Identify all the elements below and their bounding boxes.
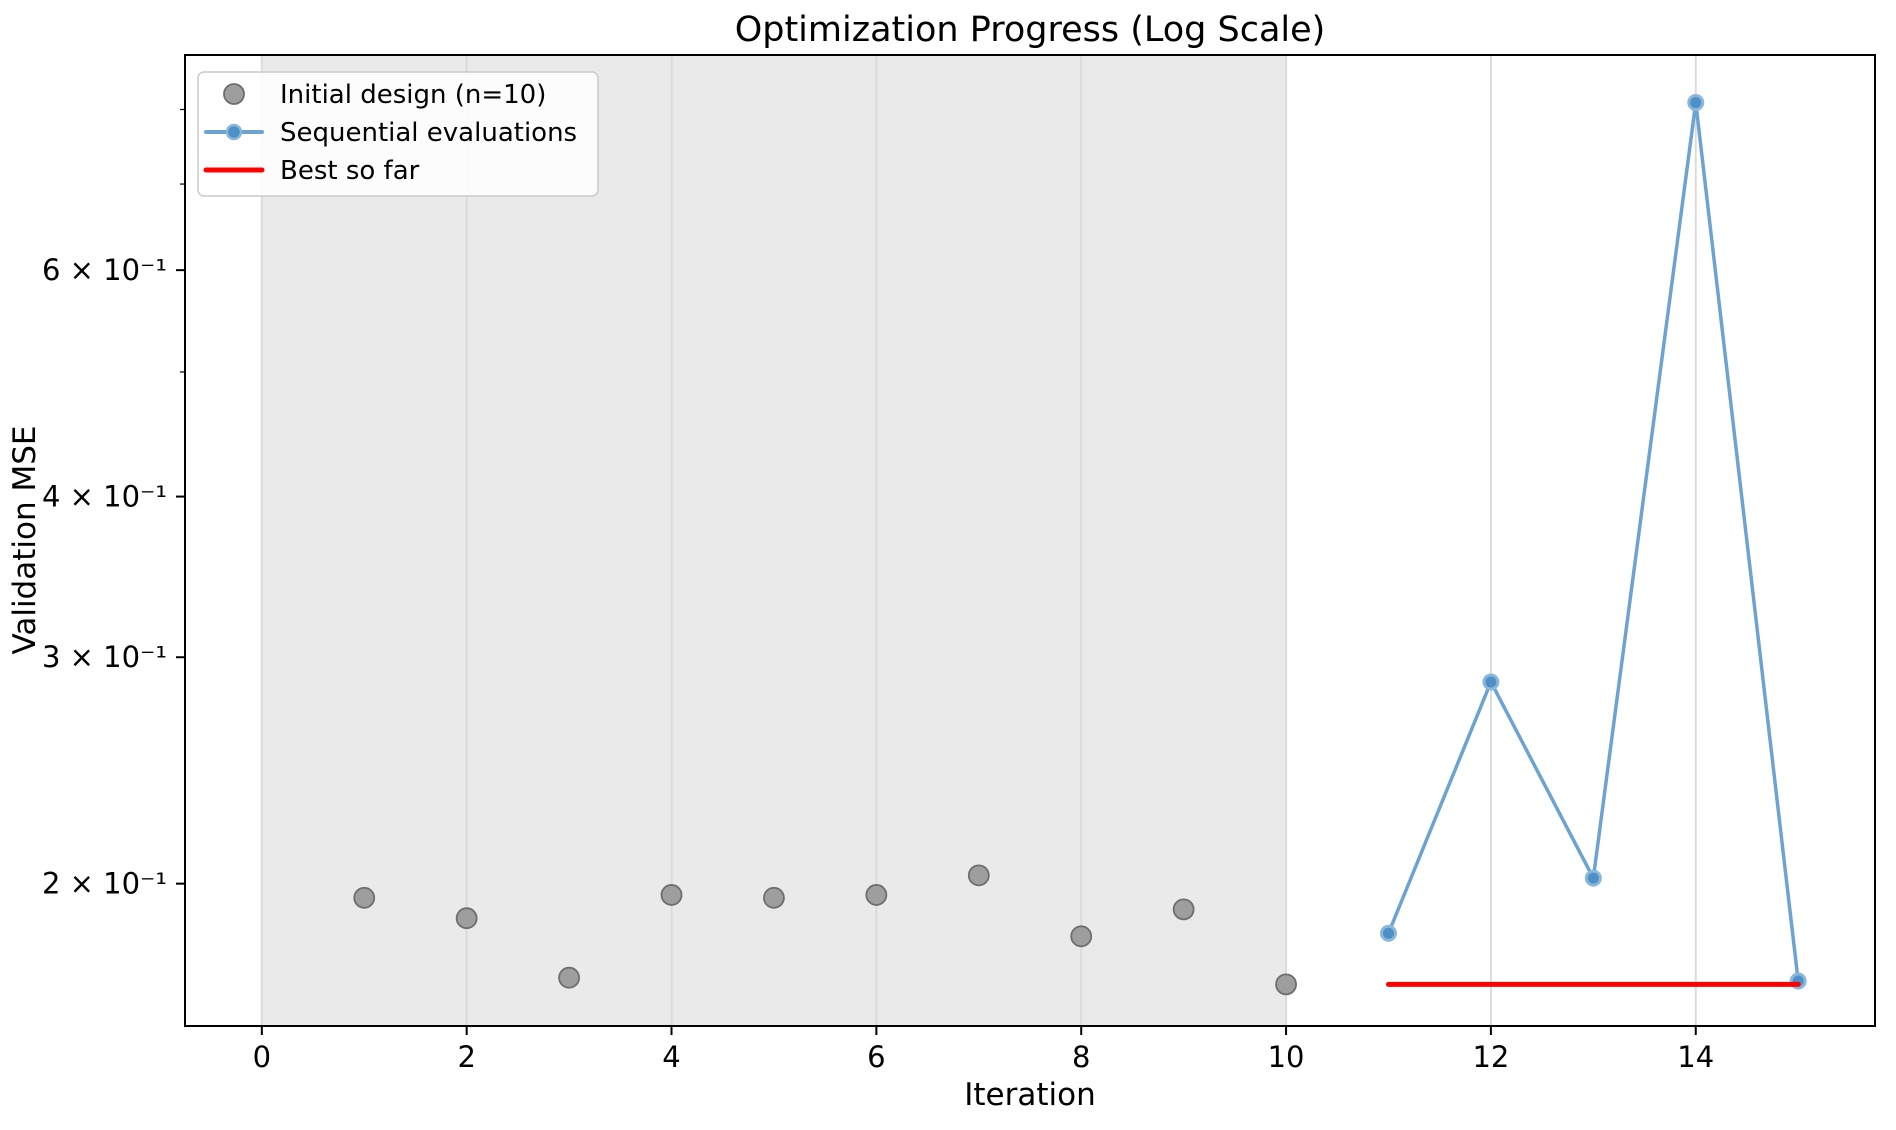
initial-design-point [865, 884, 888, 906]
x-tick-label: 2 [457, 1040, 475, 1074]
sequential-evaluation-point [1687, 94, 1705, 112]
legend-label: Initial design (n=10) [280, 80, 546, 110]
y-tick-label: 3 × 10⁻¹ [42, 640, 167, 674]
sequential-evaluations-line [1386, 102, 1800, 983]
y-tick-label: 4 × 10⁻¹ [42, 480, 167, 514]
y-tick-label: 6 × 10⁻¹ [42, 253, 167, 287]
legend-line-marker [225, 123, 243, 141]
y-axis-label: Validation MSE [7, 426, 43, 655]
x-tick-label: 8 [1072, 1040, 1090, 1074]
sequential-evaluation-point [1482, 673, 1500, 691]
initial-design-point [1172, 898, 1195, 921]
legend-box [197, 71, 599, 197]
x-tick-label: 14 [1677, 1040, 1714, 1074]
legend: Initial design (n=10) Sequential evaluati… [197, 71, 599, 197]
legend-label: Sequential evaluations [280, 118, 577, 148]
x-tick-label: 10 [1268, 1040, 1305, 1074]
initial-design-point [660, 884, 683, 906]
initial-design-point [558, 966, 580, 989]
sequential-evaluation-point [1379, 924, 1397, 942]
initial-design-point [1070, 925, 1093, 948]
initial-design-shaded-region [261, 55, 1287, 1026]
x-tick-label: 0 [253, 1040, 271, 1074]
y-tick-label: 2 × 10⁻¹ [42, 867, 167, 901]
chart-title: Optimization Progress (Log Scale) [735, 10, 1326, 50]
initial-design-point [967, 864, 990, 887]
axes-layer: 0 2 4 6 8 10 12 14 6 × 10⁻¹ 4 × 10⁻¹ 3 × 10⁻¹ 2 × 1… [42, 54, 1876, 1074]
x-tick-label: 4 [662, 1040, 680, 1074]
x-axis-label: Iteration [964, 1077, 1096, 1113]
legend-label: Best so far [280, 156, 420, 186]
axes-frame [184, 54, 1876, 1027]
initial-design-point [455, 907, 478, 930]
plot-area-layer [260, 55, 1807, 1026]
x-tick-label: 12 [1472, 1040, 1509, 1074]
initial-design-point [1275, 973, 1297, 996]
initial-design-point [763, 886, 785, 909]
sequential-evaluation-point [1584, 869, 1602, 887]
initial-design-point [353, 886, 376, 909]
x-tick-label: 6 [867, 1040, 885, 1074]
legend-scatter-marker [223, 83, 245, 105]
